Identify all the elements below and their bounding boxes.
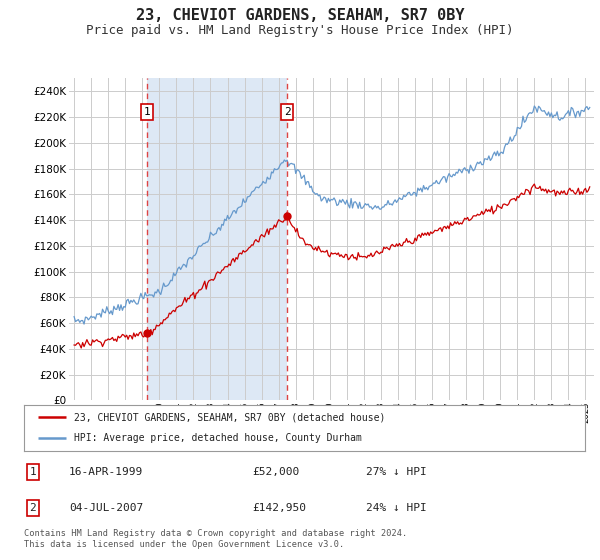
Text: 27% ↓ HPI: 27% ↓ HPI	[366, 467, 427, 477]
Text: 16-APR-1999: 16-APR-1999	[69, 467, 143, 477]
Bar	[147, 78, 287, 400]
Text: 1: 1	[144, 107, 151, 117]
Text: £142,950: £142,950	[252, 503, 306, 513]
Text: 24% ↓ HPI: 24% ↓ HPI	[366, 503, 427, 513]
Text: 2: 2	[284, 107, 290, 117]
Text: 2: 2	[29, 503, 37, 513]
Text: 23, CHEVIOT GARDENS, SEAHAM, SR7 0BY (detached house): 23, CHEVIOT GARDENS, SEAHAM, SR7 0BY (de…	[74, 412, 386, 422]
Text: Price paid vs. HM Land Registry's House Price Index (HPI): Price paid vs. HM Land Registry's House …	[86, 24, 514, 36]
Text: £52,000: £52,000	[252, 467, 299, 477]
Text: 23, CHEVIOT GARDENS, SEAHAM, SR7 0BY: 23, CHEVIOT GARDENS, SEAHAM, SR7 0BY	[136, 8, 464, 24]
Text: HPI: Average price, detached house, County Durham: HPI: Average price, detached house, Coun…	[74, 433, 362, 444]
Text: 04-JUL-2007: 04-JUL-2007	[69, 503, 143, 513]
Text: Contains HM Land Registry data © Crown copyright and database right 2024.
This d: Contains HM Land Registry data © Crown c…	[24, 529, 407, 549]
Text: 1: 1	[29, 467, 37, 477]
